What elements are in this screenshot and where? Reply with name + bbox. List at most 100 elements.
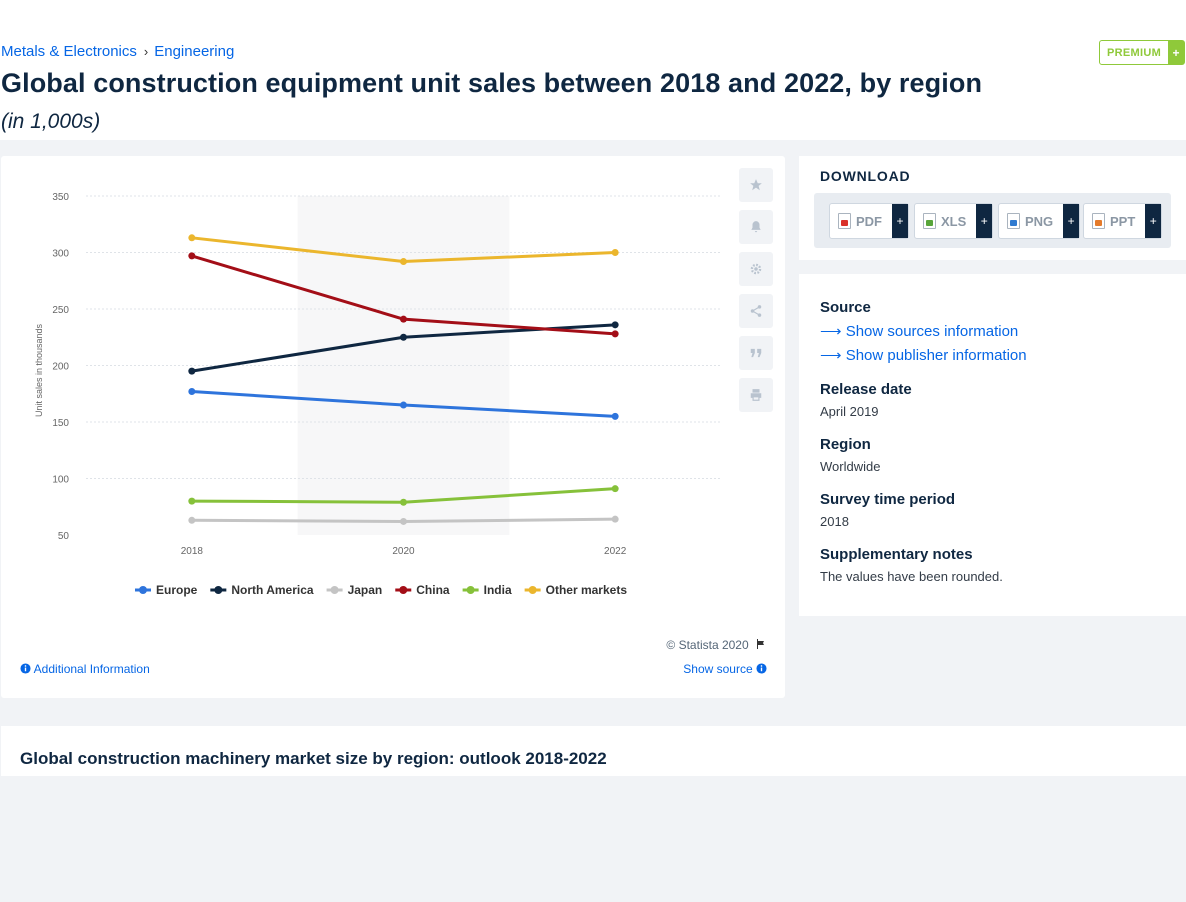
flag-icon[interactable] [755,638,767,650]
legend-label-europe[interactable]: Europe [156,583,198,597]
arrow-right-icon: ⟶ [820,347,842,364]
legend-label-japan[interactable]: Japan [348,583,383,597]
settings-button[interactable] [739,252,773,286]
related-statistic-title: Global construction machinery market siz… [20,749,607,768]
info-icon [756,663,767,674]
plus-icon: + [892,204,908,238]
notification-button[interactable] [739,210,773,244]
quote-icon [750,348,762,358]
legend-marker-india [466,586,475,594]
data-point-japan [400,517,407,525]
chart-copyright: © Statista 2020 [666,638,767,652]
release-date-heading: Release date [820,381,912,398]
premium-badge[interactable]: PREMIUM + [1099,40,1186,65]
data-point-china [611,330,619,338]
print-button[interactable] [739,378,773,412]
data-point-europe [400,401,407,409]
data-point-other-markets [400,258,407,266]
download-ppt-button[interactable]: PPT + [1083,203,1163,239]
download-png-button[interactable]: PNG + [998,203,1081,239]
premium-plus-icon: + [1168,41,1185,64]
legend-marker-china [399,586,408,594]
breadcrumb-separator: › [143,44,149,59]
breadcrumb-item-metals-electronics[interactable]: Metals & Electronics [1,43,137,60]
legend-marker-japan [330,586,339,594]
y-tick-label: 200 [52,362,69,373]
show-sources-link[interactable]: ⟶ Show sources information [820,322,1018,340]
y-tick-label: 50 [58,531,70,542]
show-source-label: Show source [683,662,753,676]
region-value: Worldwide [820,459,881,474]
chart-toolbar [739,168,773,420]
data-point-north-america [400,333,407,341]
data-point-north-america [611,321,619,329]
page-header: Metals & Electronics › Engineering PREMI… [0,0,1186,140]
legend-marker-other-markets [528,586,537,594]
legend-marker-north-america [214,586,223,594]
plus-icon: + [1145,204,1162,238]
data-point-other-markets [188,234,196,242]
download-ppt-label: PPT [1084,204,1145,238]
survey-period-value: 2018 [820,514,849,529]
chart-legend: Europe North America Japan China India Other … [134,583,628,597]
source-panel: Source ⟶ Show sources information ⟶ Show… [799,274,1186,616]
share-button[interactable] [739,294,773,328]
y-tick-label: 150 [52,418,69,429]
source-heading: Source [820,299,871,316]
ppt-label-text: PPT [1110,213,1136,229]
gear-icon [750,263,762,275]
show-source-link[interactable]: Show source [683,662,767,676]
legend-label-north-america[interactable]: North America [231,583,314,597]
y-tick-label: 350 [52,192,69,203]
star-icon [750,179,762,191]
ppt-file-icon [1092,213,1105,229]
info-icon [20,663,31,674]
related-statistic-card[interactable]: Global construction machinery market siz… [1,726,1186,776]
download-png-label: PNG [999,204,1063,238]
favorite-button[interactable] [739,168,773,202]
y-tick-label: 250 [52,305,69,316]
breadcrumb-item-engineering[interactable]: Engineering [154,43,235,60]
x-tick-label: 2022 [604,546,627,557]
download-pdf-label: PDF [830,204,892,238]
show-publisher-label: Show publisher information [845,347,1027,364]
plus-icon: + [976,204,993,238]
supplementary-notes-heading: Supplementary notes [820,546,973,563]
additional-information-link[interactable]: Additional Information [20,662,150,676]
page-subtitle: (in 1,000s) [1,110,101,133]
pdf-label-text: PDF [856,213,882,229]
page-title: Global construction equipment unit sales… [1,68,983,98]
legend-marker-europe [138,586,147,594]
legend-label-other-markets[interactable]: Other markets [546,583,628,597]
cite-button[interactable] [739,336,773,370]
release-date-value: April 2019 [820,404,879,419]
png-file-icon [1007,213,1020,229]
data-point-china [400,315,407,323]
bell-icon [751,221,761,233]
y-tick-label: 300 [52,249,69,260]
arrow-right-icon: ⟶ [820,323,842,340]
download-pdf-button[interactable]: PDF + [829,203,909,239]
data-point-other-markets [611,249,619,256]
breadcrumb: Metals & Electronics › Engineering [1,43,234,60]
chart-card: 50 100 150 200 250 300 350 2018 2020 2022 Unit sal… [1,156,785,698]
legend-label-india[interactable]: India [484,583,512,597]
download-buttons: PDF + XLS + PNG + PPT + [814,193,1171,248]
download-xls-label: XLS [915,204,976,238]
supplementary-notes-value: The values have been rounded. [820,569,1003,584]
line-chart: 50 100 150 200 250 300 350 2018 2020 2022 Unit sal… [34,192,721,597]
legend-label-china[interactable]: China [416,583,450,597]
data-point-india [611,485,619,493]
y-tick-label: 100 [52,475,69,486]
show-sources-label: Show sources information [845,323,1019,340]
print-icon [750,389,762,401]
premium-label: PREMIUM [1107,46,1162,59]
download-title: DOWNLOAD [820,168,911,184]
show-publisher-link[interactable]: ⟶ Show publisher information [820,346,1027,364]
download-xls-button[interactable]: XLS + [914,203,994,239]
x-tick-label: 2018 [181,546,204,557]
data-point-japan [611,515,619,523]
copyright-text: © Statista 2020 [666,638,749,652]
survey-period-heading: Survey time period [820,491,956,508]
plus-icon: + [1063,204,1080,238]
